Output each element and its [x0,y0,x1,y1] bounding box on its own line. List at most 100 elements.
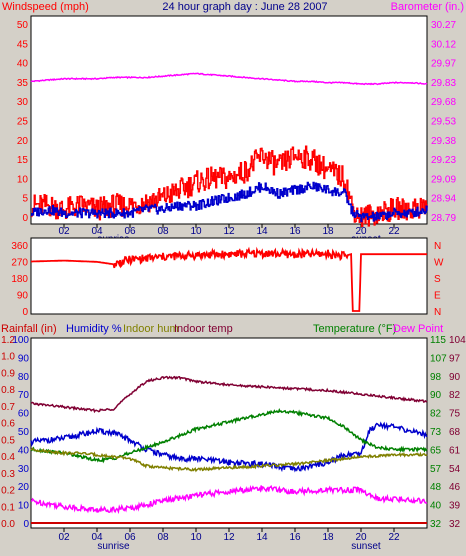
barometer-tick-label: 29.83 [431,78,456,89]
temp-tick-label: 48 [430,482,442,493]
time-tick-label: 04 [91,226,103,237]
time-tick-label: 18 [322,226,334,237]
temp-tick-label: 46 [449,482,461,493]
barometer-tick-label: 29.09 [431,174,456,185]
temp-tick-label: 104 [449,335,466,346]
wind-tick-label: 40 [17,59,29,70]
compass-tick-label: E [434,291,441,302]
time-tick-label: 08 [157,532,169,543]
panel-wind-direction [30,237,428,315]
time-tick-label: 18 [322,532,334,543]
time-tick-label: 14 [256,226,268,237]
humidity-tick-label: 50 [18,427,30,438]
barometer-tick-label: 29.68 [431,97,456,108]
temp-tick-label: 61 [449,445,461,456]
rain-tick-label: 0.6 [1,419,15,430]
compass-tick-label: W [434,258,444,269]
barometer-tick-label: 28.94 [431,194,456,205]
barometer-tick-label: 30.12 [431,39,456,50]
rain-tick-label: 0.3 [1,469,15,480]
series-line-humidity- [30,421,428,473]
time-tick-label: 16 [289,226,301,237]
humidity-tick-label: 20 [18,482,30,493]
temp-tick-label: 115 [430,335,446,346]
rain-tick-label: 0.7 [1,402,15,413]
wind-tick-label: 30 [17,97,29,108]
wind-axis-label: Windspeed (mph) [2,1,89,13]
time-tick-label: 04 [91,532,103,543]
rain-tick-label: 0.8 [1,385,15,396]
humidity-tick-label: 10 [18,501,30,512]
temp-tick-label: 73 [430,427,442,438]
barometer-tick-label: 28.79 [431,213,456,224]
panel-wind-barometer [30,15,428,225]
wind-tick-label: 0 [22,213,28,224]
compass-tick-label: S [434,274,441,285]
temperature-axis-label: Temperature (°F) [313,323,396,335]
humidity-tick-label: 100 [12,335,29,346]
indoor-hum-axis-label: Indoor hum [123,323,179,335]
temp-tick-label: 68 [449,427,461,438]
temp-tick-label: 32 [449,519,461,530]
series-line-dew-point [30,484,428,515]
rain-axis-label: Rainfall (in) [1,323,57,335]
time-tick-label: 08 [157,226,169,237]
time-tick-label: 12 [223,226,235,237]
wind-tick-label: 5 [22,194,28,205]
humidity-tick-label: 40 [18,445,30,456]
time-tick-label: 10 [190,226,202,237]
time-tick-label: 10 [190,532,202,543]
temp-tick-label: 54 [449,464,461,475]
sunset-label: sunset [351,541,381,552]
time-tick-label: 02 [58,226,70,237]
dewpoint-axis-label: Dew Point [393,323,443,335]
barometer-tick-label: 29.53 [431,117,456,128]
rain-tick-label: 0.9 [1,368,15,379]
time-tick-label: 22 [388,532,400,543]
series-line-1 [30,72,428,86]
time-tick-label: 06 [124,532,136,543]
temp-tick-label: 98 [430,372,442,383]
temp-tick-label: 65 [430,445,442,456]
temp-tick-label: 97 [449,353,461,364]
temp-tick-label: 40 [430,501,442,512]
indoor-temp-axis-label: Indoor temp [174,323,233,335]
barometer-tick-label: 29.38 [431,136,456,147]
rain-tick-label: 0.1 [1,502,15,513]
temp-tick-label: 75 [449,409,461,420]
time-tick-label: 20 [355,532,367,543]
temp-tick-label: 32 [430,519,442,530]
temp-tick-label: 90 [430,390,442,401]
series-line-3 [31,181,428,223]
time-tick-label: 22 [388,226,400,237]
temp-tick-label: 57 [430,464,442,475]
wind-tick-label: 35 [17,78,29,89]
series-line-indoor-hum [30,447,428,473]
humidity-tick-label: 30 [18,464,30,475]
temp-tick-label: 90 [449,372,461,383]
barometer-tick-label: 30.27 [431,20,456,31]
humidity-tick-label: 60 [18,409,30,420]
wind-tick-label: 50 [17,20,29,31]
rain-tick-label: 1.0 [1,352,15,363]
compass-tick-label: N [434,241,441,252]
time-tick-label: 02 [58,532,70,543]
wind-tick-label: 45 [17,39,29,50]
compass-tick-label: N [434,307,441,318]
time-tick-label: 20 [355,226,367,237]
wind-tick-label: 10 [17,174,29,185]
direction-tick-label: 360 [11,241,28,252]
barometer-tick-label: 29.23 [431,155,456,166]
direction-tick-label: 180 [11,274,28,285]
wind-direction-line [31,246,427,312]
humidity-axis-label: Humidity % [66,323,122,335]
wind-tick-label: 20 [17,136,29,147]
humidity-tick-label: 90 [18,353,30,364]
time-tick-label: 06 [124,226,136,237]
temp-tick-label: 39 [449,501,461,512]
chart-title: 24 hour graph day : June 28 2007 [162,1,327,13]
time-tick-label: 12 [223,532,235,543]
time-tick-label: 14 [256,532,268,543]
humidity-tick-label: 70 [18,390,30,401]
wind-tick-label: 15 [17,155,29,166]
